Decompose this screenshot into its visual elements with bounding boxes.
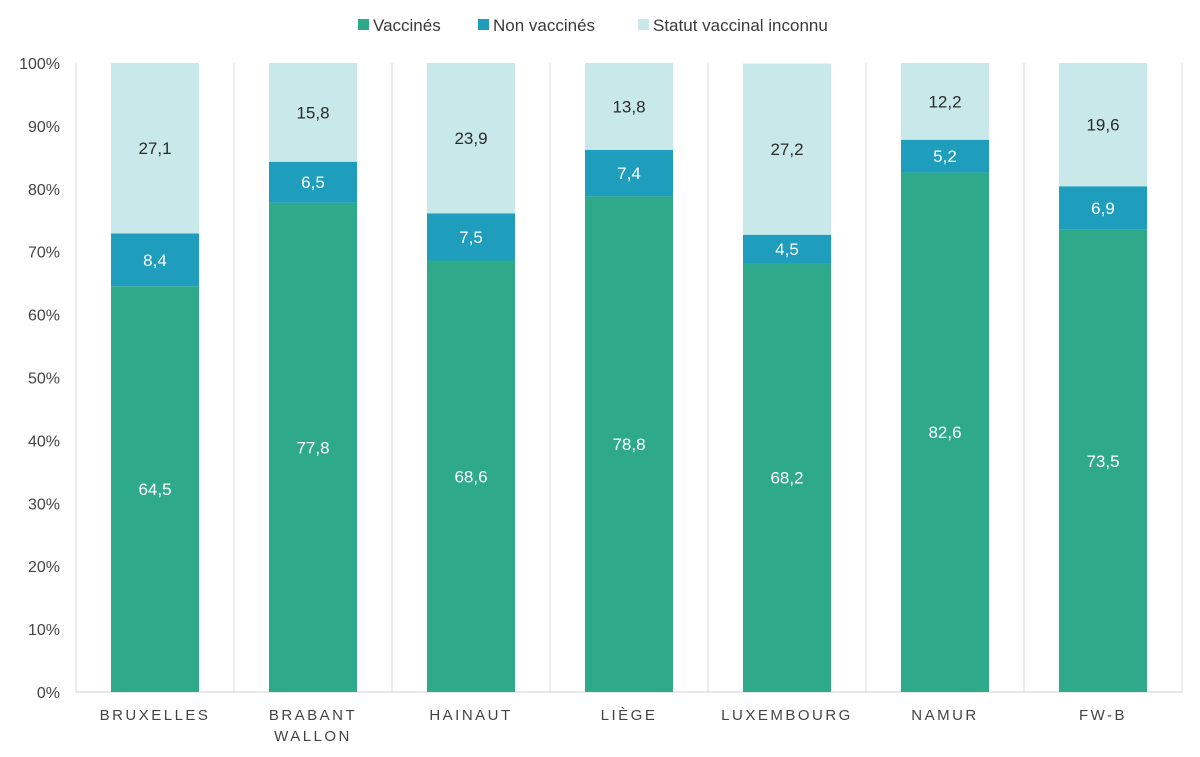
data-label: 23,9 (454, 129, 487, 148)
data-label: 12,2 (928, 92, 961, 111)
bar-segment (585, 196, 673, 692)
x-tick-label: LIÈGE (601, 707, 658, 724)
bar-segment (901, 172, 989, 693)
legend-label-2: Statut vaccinal inconnu (653, 16, 828, 35)
legend-label-1: Non vaccinés (493, 16, 595, 35)
bar-segment (111, 63, 199, 234)
bar-segment (585, 63, 673, 150)
bar-segment (743, 263, 831, 692)
x-tick-label: FW-B (1079, 707, 1127, 724)
bar-segment (427, 213, 515, 261)
legend: Vaccinés Non vaccinés Statut vaccinal inco… (358, 16, 828, 35)
y-tick-label: 50% (28, 371, 60, 388)
bar-segment (269, 161, 357, 203)
bars: 64,5 8,4 27,1 77,8 6,5 15,8 68,6 7,5 23,9 78,8 7,4… (111, 63, 1147, 693)
legend-swatch-2 (638, 19, 649, 30)
y-tick-label: 80% (28, 182, 60, 199)
bar-segment (743, 63, 831, 235)
bar-segment (1059, 229, 1147, 692)
bar-segment (427, 260, 515, 692)
x-tick-label: HAINAUT (429, 707, 512, 724)
y-tick-label: 70% (28, 245, 60, 262)
data-label: 78,8 (612, 435, 645, 454)
bar-segment (901, 63, 989, 140)
data-label: 68,2 (770, 469, 803, 488)
data-label: 27,2 (770, 140, 803, 159)
data-label: 64,5 (138, 480, 171, 499)
x-tick-label: WALLON (274, 728, 352, 745)
y-tick-label: 90% (28, 119, 60, 136)
legend-swatch-0 (358, 19, 369, 30)
bar-segment (743, 234, 831, 264)
legend-swatch-1 (478, 19, 489, 30)
bar-segment (269, 63, 357, 162)
y-tick-label: 0% (37, 685, 60, 702)
y-tick-label: 100% (19, 56, 60, 73)
x-tick-label: NAMUR (911, 707, 979, 724)
legend-label-0: Vaccinés (373, 16, 441, 35)
x-axis: BRUXELLES BRABANT WALLON HAINAUT LIÈGE LUXEMB… (100, 707, 1127, 745)
data-label: 6,5 (301, 173, 325, 192)
x-tick-label: LUXEMBOURG (721, 707, 853, 724)
y-tick-label: 20% (28, 559, 60, 576)
data-label: 15,8 (296, 103, 329, 122)
bar-segment (1059, 186, 1147, 230)
bar-segment (1059, 63, 1147, 187)
x-tick-label: BRUXELLES (100, 707, 211, 724)
data-label: 7,5 (459, 228, 483, 247)
y-tick-label: 60% (28, 308, 60, 325)
data-label: 27,1 (138, 139, 171, 158)
data-label: 6,9 (1091, 199, 1115, 218)
y-tick-label: 40% (28, 433, 60, 450)
y-tick-label: 10% (28, 622, 60, 639)
data-label: 4,5 (775, 240, 799, 259)
y-axis: 0% 10% 20% 30% 40% 50% 60% 70% 80% 90% 100% (19, 56, 60, 702)
data-label: 19,6 (1086, 116, 1119, 135)
bar-segment (427, 63, 515, 214)
bar-segment (111, 233, 199, 287)
data-label: 8,4 (143, 251, 167, 270)
data-label: 7,4 (617, 164, 641, 183)
bar-segment (585, 149, 673, 197)
data-label: 77,8 (296, 438, 329, 457)
data-label: 82,6 (928, 423, 961, 442)
bar-segment (111, 286, 199, 692)
data-label: 13,8 (612, 97, 645, 116)
y-tick-label: 30% (28, 496, 60, 513)
data-label: 68,6 (454, 467, 487, 486)
bar-segment (269, 202, 357, 692)
data-label: 73,5 (1086, 452, 1119, 471)
bar-segment (901, 139, 989, 173)
data-label: 5,2 (933, 147, 957, 166)
x-tick-label: BRABANT (269, 707, 357, 724)
